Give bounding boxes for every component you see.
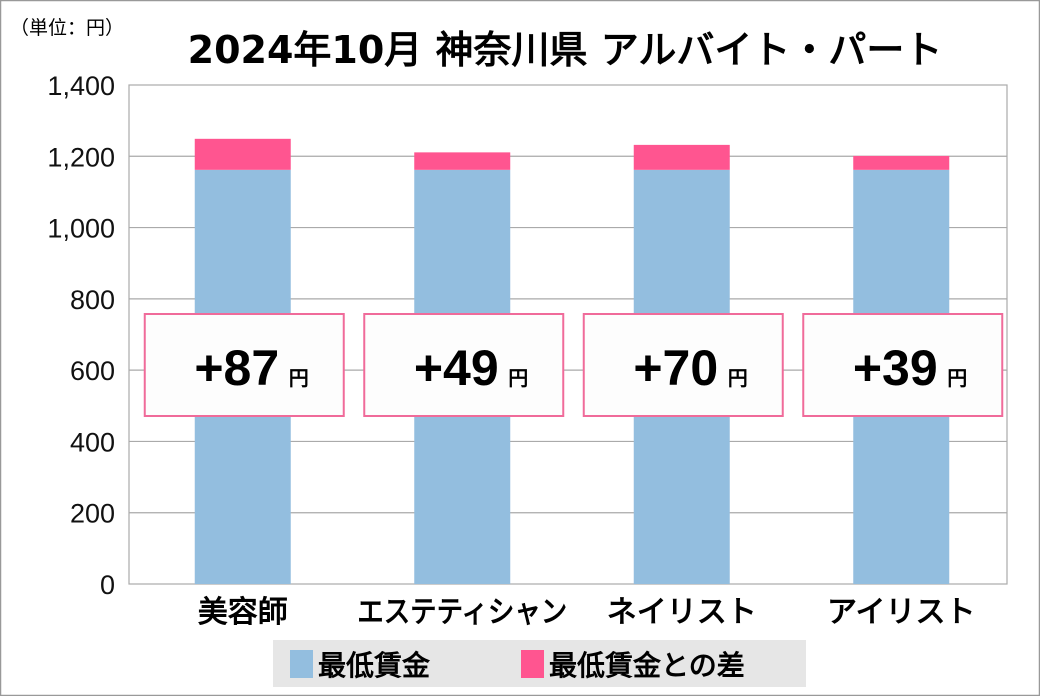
- data-label-value: +49: [414, 340, 499, 396]
- data-label-unit: 円: [728, 366, 748, 390]
- legend-label-difference: 最低賃金との差: [549, 649, 745, 682]
- data-label-box: [363, 313, 565, 417]
- legend: 最低賃金 最低賃金との差: [273, 640, 806, 687]
- y-tick-label: 0: [100, 570, 115, 600]
- data-label-value: +70: [633, 340, 718, 396]
- y-tick-label: 1,400: [47, 71, 115, 101]
- y-tick-label: 200: [70, 499, 115, 529]
- plot-area: [128, 84, 1008, 585]
- bar-difference: [414, 152, 511, 170]
- x-category-label: エステティシャン: [357, 595, 567, 630]
- data-label-box: [802, 313, 1004, 417]
- y-tick-label: 400: [70, 427, 115, 457]
- data-label-box: [582, 313, 784, 417]
- legend-swatch-min-wage: [290, 650, 313, 678]
- data-label-unit: 円: [289, 366, 309, 390]
- y-tick-label: 800: [70, 285, 115, 315]
- bar-difference: [853, 155, 950, 170]
- y-tick-label: 1,000: [47, 214, 115, 244]
- legend-swatch-difference: [521, 650, 544, 678]
- y-tick-label: 1,200: [47, 142, 115, 172]
- y-tick-label: 600: [70, 356, 115, 386]
- data-label-value: +39: [853, 340, 938, 396]
- unit-label: （単位：円）: [10, 17, 124, 39]
- data-label-unit: 円: [508, 366, 528, 390]
- x-category-label: ネイリスト: [607, 595, 757, 630]
- x-category-label: 美容師: [198, 595, 288, 630]
- data-label-unit: 円: [947, 366, 967, 390]
- legend-label-min-wage: 最低賃金: [318, 649, 431, 682]
- bar-difference: [194, 138, 291, 170]
- data-label-box: [143, 313, 345, 417]
- chart-title: 2024年10月 神奈川県 アルバイト・パート: [188, 28, 943, 72]
- bar-difference: [633, 144, 730, 170]
- data-label-value: +87: [194, 340, 279, 396]
- x-category-label: アイリスト: [827, 595, 976, 630]
